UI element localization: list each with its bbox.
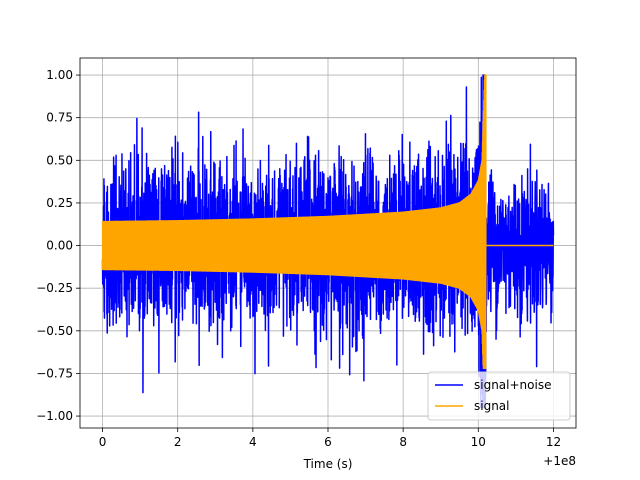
x-tick-label: 2 [174,435,182,449]
x-axis-title: Time (s) [303,457,353,471]
y-tick-label: −1.00 [36,409,73,423]
x-tick-label: 10 [471,435,486,449]
legend: signal+noise signal [427,371,571,421]
y-tick-label: 1.00 [46,68,73,82]
legend-label-signal-noise: signal+noise [474,378,551,392]
y-tick-label: 0.00 [46,239,73,253]
y-tick-label: −0.25 [36,281,73,295]
x-axis-offset-label: +1e8 [543,454,576,468]
series-layer [101,74,555,409]
legend-box [427,371,571,421]
x-tick-label: 12 [546,435,561,449]
x-tick-label: 8 [399,435,407,449]
y-tick-label: −0.50 [36,324,73,338]
y-tick-label: 0.50 [46,153,73,167]
y-tick-label: 0.75 [46,111,73,125]
x-tick-label: 4 [249,435,257,449]
legend-label-signal: signal [474,399,510,413]
x-tick-label: 6 [324,435,332,449]
plot-area [101,74,555,409]
y-tick-label: −0.75 [36,366,73,380]
series-signal-line [101,74,554,370]
x-axis: 0 2 4 6 8 10 12 [99,428,561,449]
y-tick-label: 0.25 [46,196,73,210]
y-axis: −1.00 −0.75 −0.50 −0.25 0.00 0.25 0.50 0.75 1.00 [36,68,80,423]
x-tick-label: 0 [99,435,107,449]
